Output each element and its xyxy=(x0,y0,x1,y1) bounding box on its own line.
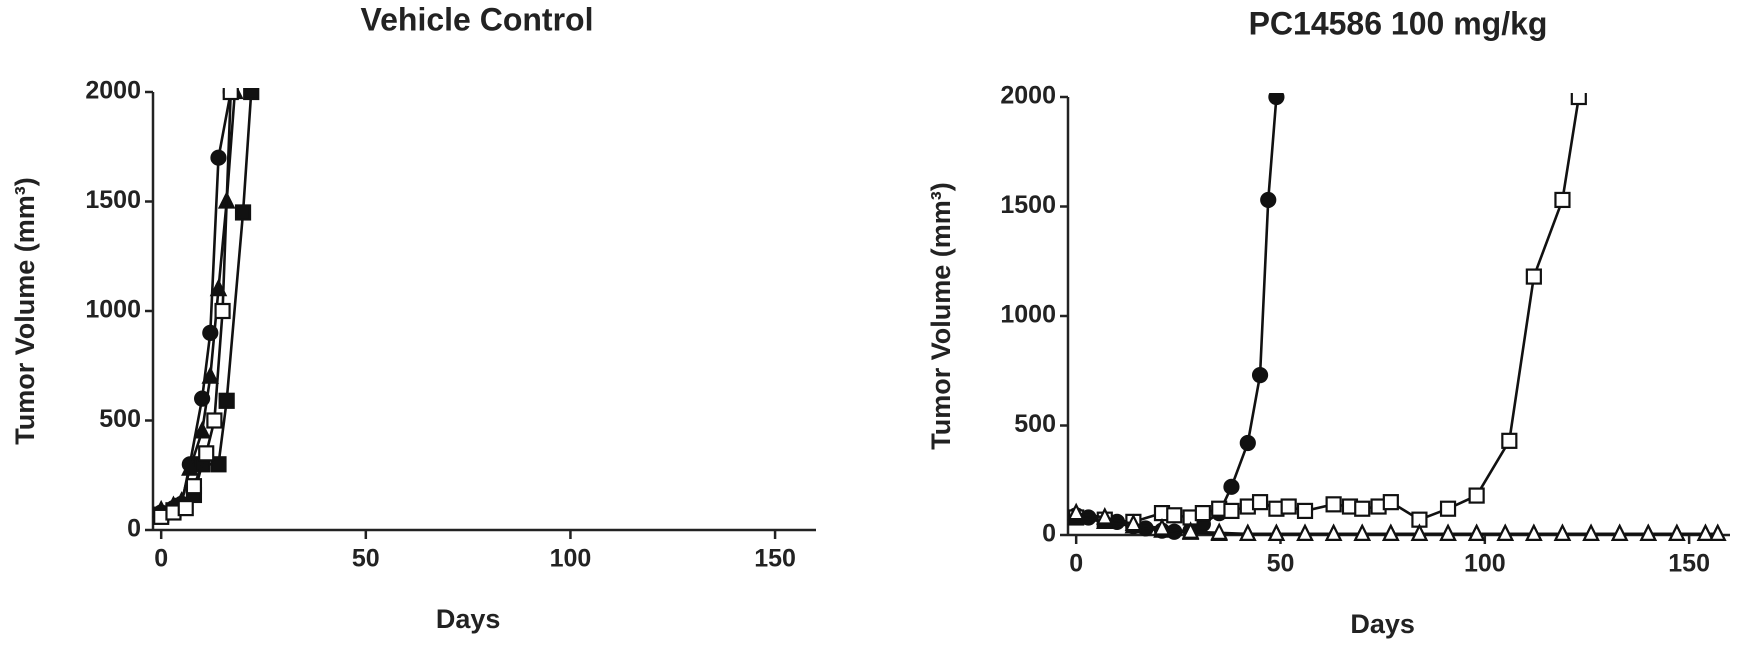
marker xyxy=(1570,93,1587,106)
marker xyxy=(1239,434,1256,452)
marker xyxy=(181,458,199,476)
marker xyxy=(1194,505,1211,522)
marker xyxy=(206,412,223,429)
y-tick-label: 1000 xyxy=(85,296,141,324)
marker xyxy=(1708,523,1727,542)
marker xyxy=(1280,498,1297,515)
marker xyxy=(1296,523,1314,542)
panel: Vehicle Control Days Tumor Volume (mm³) 0 50… xyxy=(10,1,816,634)
marker xyxy=(1267,523,1286,542)
chart-title: PC14586 100 mg/kg xyxy=(1249,5,1548,41)
y-axis-title: Tumor Volume (mm³) xyxy=(926,182,956,450)
marker xyxy=(1467,523,1486,542)
marker xyxy=(1223,478,1240,495)
marker xyxy=(1382,494,1399,511)
marker xyxy=(1324,523,1343,542)
marker xyxy=(1410,523,1429,542)
y-tick-label: 0 xyxy=(1042,520,1056,548)
marker xyxy=(1496,523,1515,542)
marker xyxy=(1181,521,1200,539)
marker xyxy=(1668,523,1686,542)
marker xyxy=(1501,432,1518,449)
marker xyxy=(198,445,215,462)
y-tick-label: 500 xyxy=(99,405,141,433)
y-tick-label: 2000 xyxy=(1000,82,1056,110)
marker xyxy=(185,478,203,495)
series-line xyxy=(1076,96,1581,524)
marker xyxy=(1239,523,1257,542)
marker xyxy=(218,392,235,409)
marker xyxy=(1439,523,1457,542)
marker xyxy=(1525,523,1543,542)
marker xyxy=(214,302,231,320)
marker xyxy=(1325,496,1342,513)
y-tick-label: 1000 xyxy=(1000,301,1056,329)
x-tick-label: 0 xyxy=(1069,550,1083,578)
marker xyxy=(1067,502,1085,521)
x-tick-label: 150 xyxy=(1668,550,1710,578)
plot-area xyxy=(1067,93,1727,542)
marker xyxy=(1696,523,1715,542)
marker xyxy=(209,278,228,297)
marker xyxy=(1382,523,1400,542)
x-tick-label: 0 xyxy=(154,545,168,573)
y-tick-label: 1500 xyxy=(1000,191,1056,219)
marker xyxy=(210,149,227,166)
marker xyxy=(1439,500,1457,517)
x-tick-label: 100 xyxy=(1464,550,1506,578)
marker xyxy=(1468,487,1485,504)
marker xyxy=(210,456,227,473)
x-tick-label: 50 xyxy=(1267,550,1295,578)
y-tick-label: 2000 xyxy=(85,77,141,105)
marker xyxy=(1124,513,1143,532)
y-tick-label: 1500 xyxy=(85,186,141,214)
marker xyxy=(1210,522,1228,540)
series-line xyxy=(1075,96,1278,534)
marker xyxy=(1525,268,1542,285)
panel: PC14586 100 mg/kg Days Tumor Volume (mm³) 0… xyxy=(926,5,1730,639)
marker xyxy=(1639,523,1658,542)
marker xyxy=(1610,523,1629,542)
marker xyxy=(1251,494,1269,511)
marker xyxy=(1582,523,1600,542)
marker xyxy=(1553,523,1572,542)
x-axis-title: Days xyxy=(1350,609,1415,639)
y-axis-title: Tumor Volume (mm³) xyxy=(10,177,40,445)
x-tick-label: 50 xyxy=(352,545,380,573)
x-axis-title: Days xyxy=(436,604,501,634)
marker xyxy=(1166,507,1183,524)
chart-title: Vehicle Control xyxy=(361,1,594,37)
marker xyxy=(243,88,260,101)
marker xyxy=(1554,191,1571,209)
marker xyxy=(1251,367,1269,384)
y-tick-label: 500 xyxy=(1014,410,1056,438)
marker xyxy=(1296,502,1314,520)
marker xyxy=(1153,517,1171,536)
marker xyxy=(201,366,220,384)
marker xyxy=(193,420,211,439)
y-tick-label: 0 xyxy=(127,515,141,543)
marker xyxy=(1353,523,1372,542)
marker xyxy=(1223,502,1240,520)
marker xyxy=(1354,500,1371,517)
x-tick-label: 150 xyxy=(754,545,796,573)
plot-area xyxy=(152,88,260,525)
marker xyxy=(1095,507,1114,525)
marker xyxy=(177,500,194,517)
marker xyxy=(1260,191,1277,209)
marker xyxy=(1268,93,1285,106)
x-tick-label: 100 xyxy=(550,545,592,573)
marker xyxy=(222,88,239,101)
marker xyxy=(234,204,252,221)
